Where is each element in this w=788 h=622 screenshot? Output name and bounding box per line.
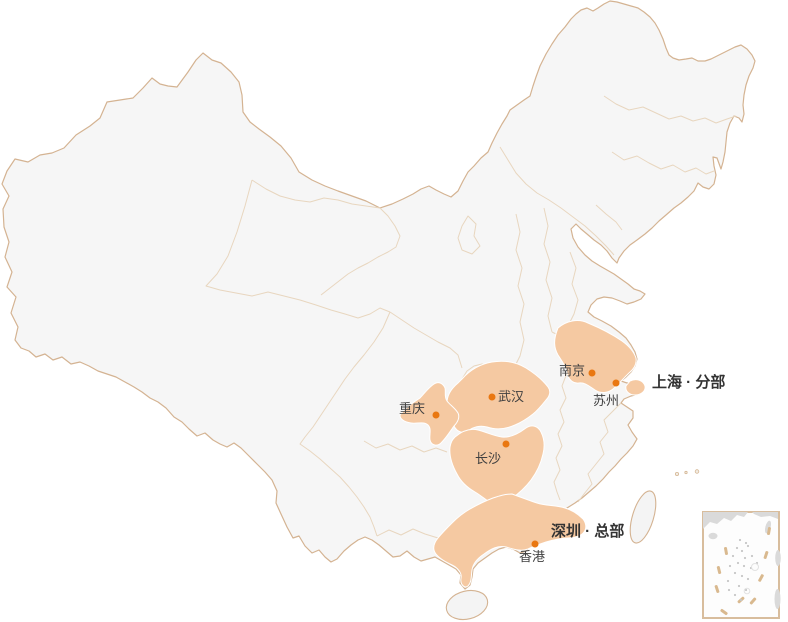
- city-label-shanghai: 上海 · 分部: [652, 374, 726, 391]
- hainan-island: [445, 589, 489, 621]
- region-guangdong: [433, 493, 587, 588]
- region-chongqing: [399, 382, 460, 446]
- city-dot-suzhou[interactable]: [612, 379, 620, 386]
- city-label-changsha: 长沙: [475, 451, 502, 466]
- city-dot-nanjing[interactable]: [588, 369, 596, 376]
- inset-dash-line: [714, 526, 771, 616]
- city-label-shenzhen: 深圳 · 总部: [551, 523, 625, 540]
- taiwan-island: [629, 490, 657, 544]
- city-dot-hongkong[interactable]: [531, 540, 539, 547]
- city-dot-wuhan[interactable]: [488, 393, 495, 400]
- south-china-sea-inset: [702, 511, 781, 619]
- city-label-nanjing: 南京: [559, 363, 586, 378]
- city-label-hongkong: 香港: [519, 549, 546, 564]
- city-dot-chongqing[interactable]: [432, 411, 439, 419]
- city-label-wuhan: 武汉: [498, 389, 525, 404]
- region-jiangsu: [554, 320, 637, 393]
- highlighted-regions: [399, 320, 646, 588]
- country-outline: [1, 0, 756, 590]
- region-shanghai: [625, 379, 646, 396]
- city-label-chongqing: 重庆: [399, 401, 426, 416]
- city-dot-changsha[interactable]: [502, 440, 509, 447]
- region-hunan: [449, 425, 545, 507]
- islands: [445, 469, 700, 621]
- inset-island-specks: [726, 538, 759, 602]
- city-label-suzhou: 苏州: [593, 393, 620, 408]
